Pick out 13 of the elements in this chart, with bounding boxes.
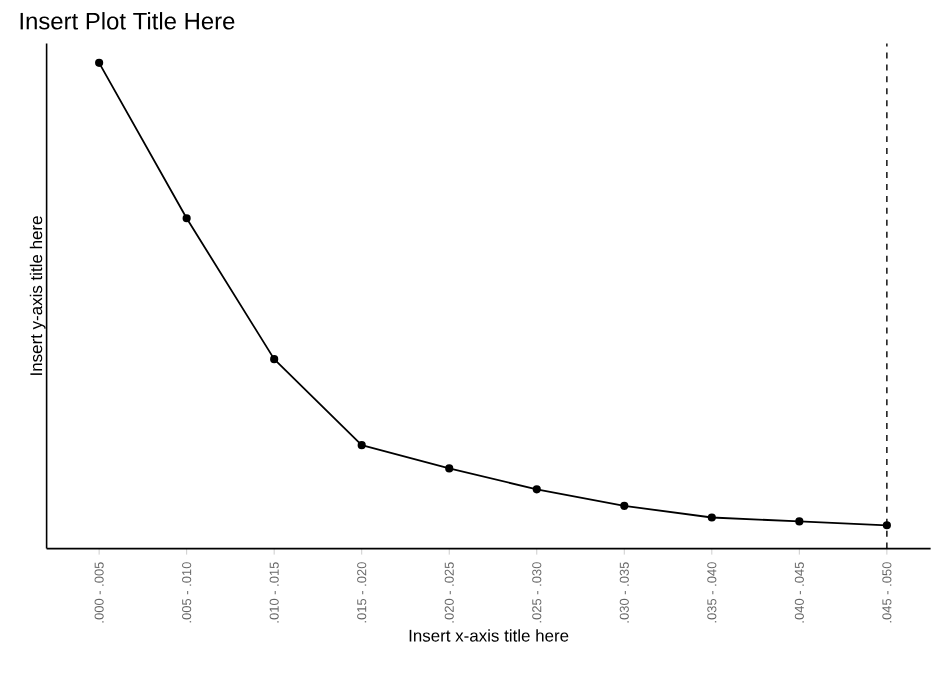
point (532, 485, 541, 494)
point (707, 513, 716, 522)
point (270, 355, 279, 364)
point (95, 58, 104, 67)
point (882, 521, 891, 530)
chart-title: Insert Plot Title Here (20, 12, 235, 30)
point (357, 441, 366, 450)
point (182, 214, 191, 223)
point (620, 501, 629, 510)
point (445, 464, 454, 473)
x-axis-title: Insert x-axis title here (409, 629, 569, 642)
y-axis-title: Insert y-axis title here (29, 216, 46, 375)
point (795, 517, 804, 526)
